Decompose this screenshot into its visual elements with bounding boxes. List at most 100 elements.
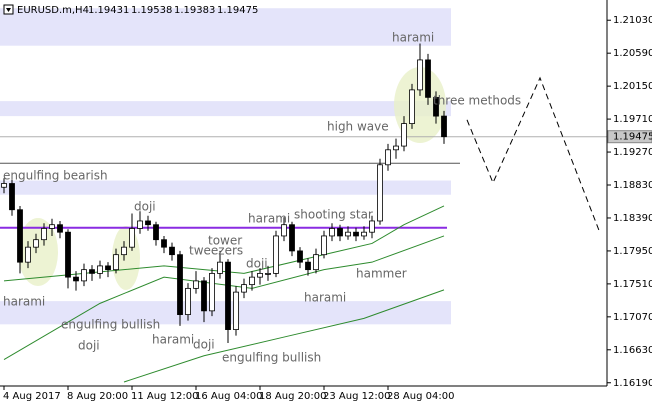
y-tick-label: 1.17070 <box>613 312 652 323</box>
y-tick-label: 1.18390 <box>613 213 652 224</box>
pattern-highlight <box>394 67 446 143</box>
candle-body <box>41 228 47 241</box>
candle-body <box>249 276 255 286</box>
x-tick-label: 4 Aug 2017 <box>3 391 61 402</box>
candle-body <box>145 220 151 226</box>
candle-body <box>97 265 103 274</box>
projection-line <box>466 76 601 234</box>
info-high: 1.19538 <box>131 5 172 16</box>
candle-body <box>153 224 159 241</box>
candle-body <box>329 228 335 237</box>
symbol: EURUSD.m,H4 <box>17 5 89 16</box>
candle-body <box>393 145 399 151</box>
info-close: 1.19475 <box>217 5 258 16</box>
candle-body <box>297 250 303 263</box>
candle-body <box>425 59 431 98</box>
candle-body <box>1 183 7 188</box>
x-tick-label: 18 Aug 20:00 <box>259 391 326 402</box>
menu-arrow <box>6 8 11 12</box>
candle-body <box>401 123 407 147</box>
current-price-box <box>607 130 652 144</box>
x-tick-label: 11 Aug 12:00 <box>131 391 198 402</box>
info-low: 1.19383 <box>174 5 215 16</box>
candle-body <box>369 220 375 233</box>
candle-body <box>233 291 239 330</box>
y-tick-label: 1.16630 <box>613 345 652 356</box>
y-tick-label: 1.18830 <box>613 180 652 191</box>
current-price-label: 1.19475 <box>613 132 652 143</box>
candle-body <box>305 261 311 271</box>
pattern-annotation: doji <box>78 339 100 353</box>
candle-body <box>49 224 55 229</box>
candle-body <box>113 254 119 271</box>
pattern-annotation: hammer <box>356 267 407 281</box>
candle-body <box>385 149 391 166</box>
pattern-annotation: engulfing bullish <box>61 318 160 332</box>
candle-body <box>9 183 15 211</box>
candle-body <box>273 235 279 274</box>
candle-body <box>81 269 87 282</box>
candle-body <box>161 239 167 248</box>
support-resistance-zone <box>0 180 451 195</box>
candle-body <box>169 246 175 256</box>
candle-body <box>417 59 423 91</box>
candle-body <box>281 224 287 237</box>
pattern-annotation: three methods <box>433 94 521 108</box>
candle-body <box>225 261 231 330</box>
y-tick-label: 1.16190 <box>613 378 652 389</box>
candle-body <box>17 209 23 263</box>
pattern-annotation: shooting star <box>294 208 373 222</box>
moving-average <box>123 289 445 383</box>
candle-body <box>265 272 271 275</box>
y-tick-label: 1.19710 <box>613 114 652 125</box>
candle-body <box>89 269 95 274</box>
candle-body <box>337 228 343 237</box>
pattern-annotation: harami <box>392 31 434 45</box>
candle-body <box>185 287 191 315</box>
y-tick-label: 1.17510 <box>613 279 652 290</box>
pattern-annotation: high wave <box>327 120 389 134</box>
candle-body <box>137 220 143 229</box>
candle-body <box>361 231 367 237</box>
x-tick-label: 23 Aug 12:00 <box>323 391 390 402</box>
candle-body <box>105 265 111 271</box>
candle-body <box>201 280 207 312</box>
candle-body <box>177 254 183 315</box>
pattern-annotation: doji <box>134 200 156 214</box>
candle-body <box>25 246 31 263</box>
candle-body <box>121 246 127 256</box>
candle-body <box>257 272 263 278</box>
pattern-annotation: tweezers <box>189 244 243 258</box>
info-open: 1.19431 <box>88 5 129 16</box>
x-tick-label: 16 Aug 04:00 <box>195 391 262 402</box>
pattern-annotation: harami <box>152 333 194 347</box>
pattern-highlight <box>18 218 58 286</box>
pattern-annotation: doji <box>193 338 215 352</box>
candle-body <box>217 261 223 274</box>
candle-body <box>321 235 327 256</box>
candle-body <box>57 224 63 233</box>
candle-body <box>409 89 415 124</box>
candle-body <box>129 228 135 248</box>
candle-body <box>65 231 71 278</box>
pattern-annotation: engulfing bullish <box>222 351 321 365</box>
support-resistance-zone <box>0 8 451 46</box>
candle-body <box>441 115 447 138</box>
y-tick-label: 1.17950 <box>613 246 652 257</box>
y-tick-label: 1.19270 <box>613 147 652 158</box>
pattern-annotation: harami <box>248 212 290 226</box>
candle-body <box>345 231 351 237</box>
x-tick-label: 8 Aug 20:00 <box>67 391 128 402</box>
y-tick-label: 1.21030 <box>613 15 652 26</box>
candle-body <box>289 224 295 252</box>
candle-body <box>313 254 319 271</box>
y-tick-label: 1.20150 <box>613 81 652 92</box>
candle-body <box>353 231 359 237</box>
candle-body <box>73 276 79 282</box>
candle-body <box>241 284 247 293</box>
x-tick-label: 28 Aug 04:00 <box>387 391 454 402</box>
candle-body <box>209 272 215 312</box>
pattern-annotation: doji <box>246 257 268 271</box>
